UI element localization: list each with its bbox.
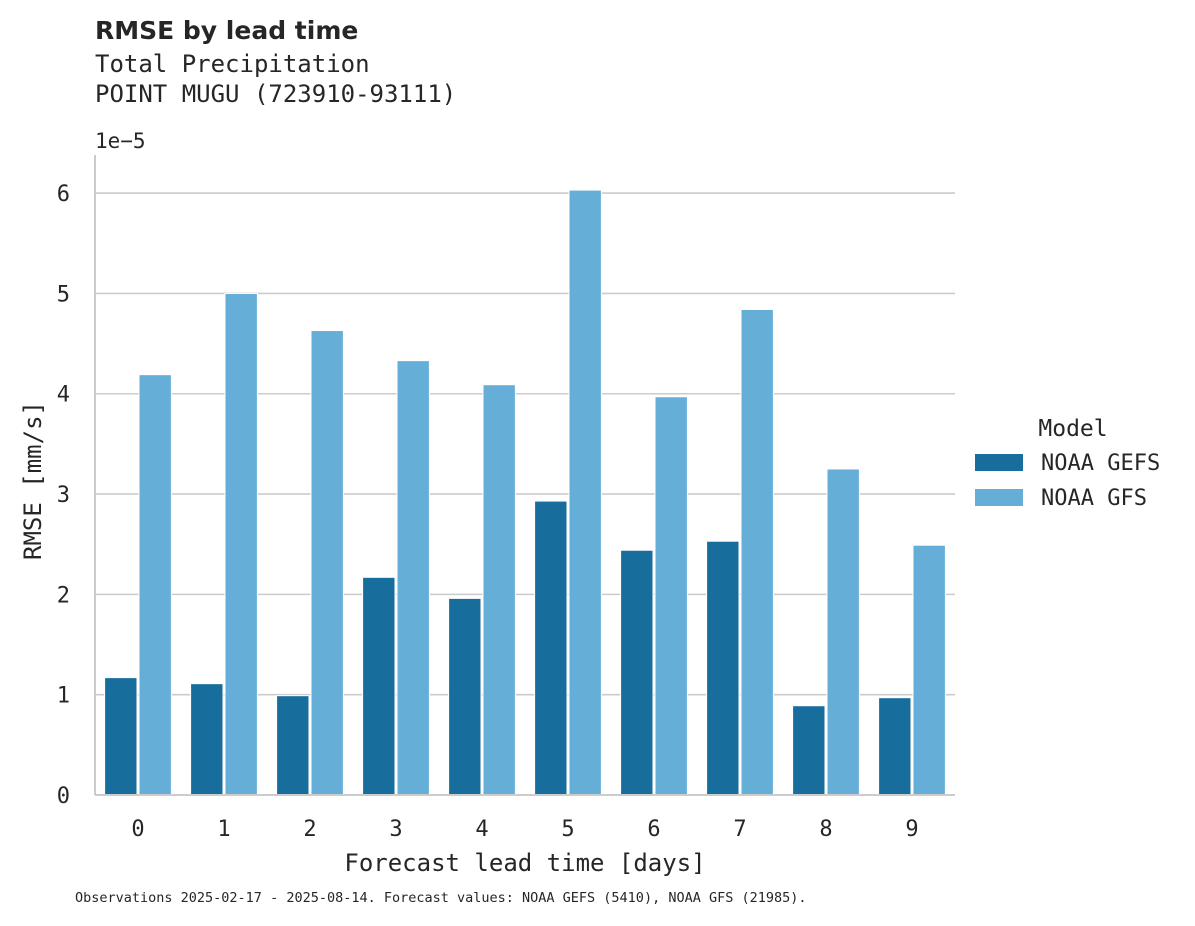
bar-noaa-gefs-lead-9 (878, 697, 912, 796)
bar-noaa-gefs-lead-1 (190, 683, 224, 796)
x-tick-label: 8 (819, 817, 832, 842)
bar-noaa-gfs-lead-5 (568, 189, 602, 796)
bar-noaa-gefs-lead-5 (534, 500, 568, 796)
bar-noaa-gfs-lead-7 (740, 308, 774, 796)
y-tick-label: 3 (57, 483, 70, 508)
bar-noaa-gefs-lead-8 (792, 705, 826, 796)
y-tick-labels: 0 1 2 3 4 5 6 (57, 182, 70, 809)
bar-noaa-gfs-lead-0 (138, 374, 172, 796)
bar-noaa-gefs-lead-7 (706, 540, 740, 796)
y-tick-label: 0 (57, 784, 70, 809)
bar-noaa-gfs-lead-8 (826, 468, 860, 796)
bar-noaa-gefs-lead-2 (276, 695, 310, 796)
x-tick-label: 7 (733, 817, 746, 842)
x-tick-label: 4 (475, 817, 488, 842)
legend: Model NOAA GEFS NOAA GFS (975, 416, 1160, 511)
legend-label: NOAA GFS (1041, 486, 1147, 511)
bar-noaa-gfs-lead-3 (396, 360, 430, 796)
legend-swatch-noaa-gefs (975, 454, 1023, 471)
y-tick-label: 1 (57, 684, 70, 709)
x-tick-labels: 0 1 2 3 4 5 6 7 8 9 (131, 817, 918, 842)
bar-noaa-gefs-lead-6 (620, 549, 654, 796)
y-tick-label: 4 (57, 383, 70, 408)
chart-subtitle-variable: Total Precipitation (95, 50, 370, 78)
legend-label: NOAA GEFS (1041, 451, 1160, 476)
x-axis-label: Forecast lead time [days] (344, 849, 705, 877)
x-tick-label: 1 (217, 817, 230, 842)
x-tick-label: 5 (561, 817, 574, 842)
bar-noaa-gfs-lead-4 (482, 384, 516, 796)
chart-title: RMSE by lead time (95, 16, 359, 45)
bars (104, 189, 946, 796)
y-scale-note: 1e−5 (95, 129, 146, 153)
legend-swatch-noaa-gfs (975, 489, 1023, 506)
bar-noaa-gefs-lead-0 (104, 677, 138, 796)
y-tick-label: 5 (57, 282, 70, 307)
gridlines (95, 192, 955, 696)
y-tick-label: 2 (57, 583, 70, 608)
y-axis-label: RMSE [mm/s] (19, 401, 47, 560)
x-tick-label: 0 (131, 817, 144, 842)
x-tick-label: 2 (303, 817, 316, 842)
chart-subtitle-station: POINT MUGU (723910-93111) (95, 80, 457, 108)
legend-title: Model (1038, 416, 1107, 442)
bar-noaa-gfs-lead-2 (310, 330, 344, 796)
bar-noaa-gefs-lead-4 (448, 597, 482, 796)
bar-noaa-gfs-lead-6 (654, 396, 688, 796)
bar-noaa-gefs-lead-3 (362, 576, 396, 796)
x-tick-label: 3 (389, 817, 402, 842)
x-tick-label: 6 (647, 817, 660, 842)
x-tick-label: 9 (905, 817, 918, 842)
y-tick-label: 6 (57, 182, 70, 207)
footer-note: Observations 2025-02-17 - 2025-08-14. Fo… (75, 890, 807, 906)
bar-noaa-gfs-lead-1 (224, 292, 258, 796)
bar-noaa-gfs-lead-9 (912, 544, 946, 796)
